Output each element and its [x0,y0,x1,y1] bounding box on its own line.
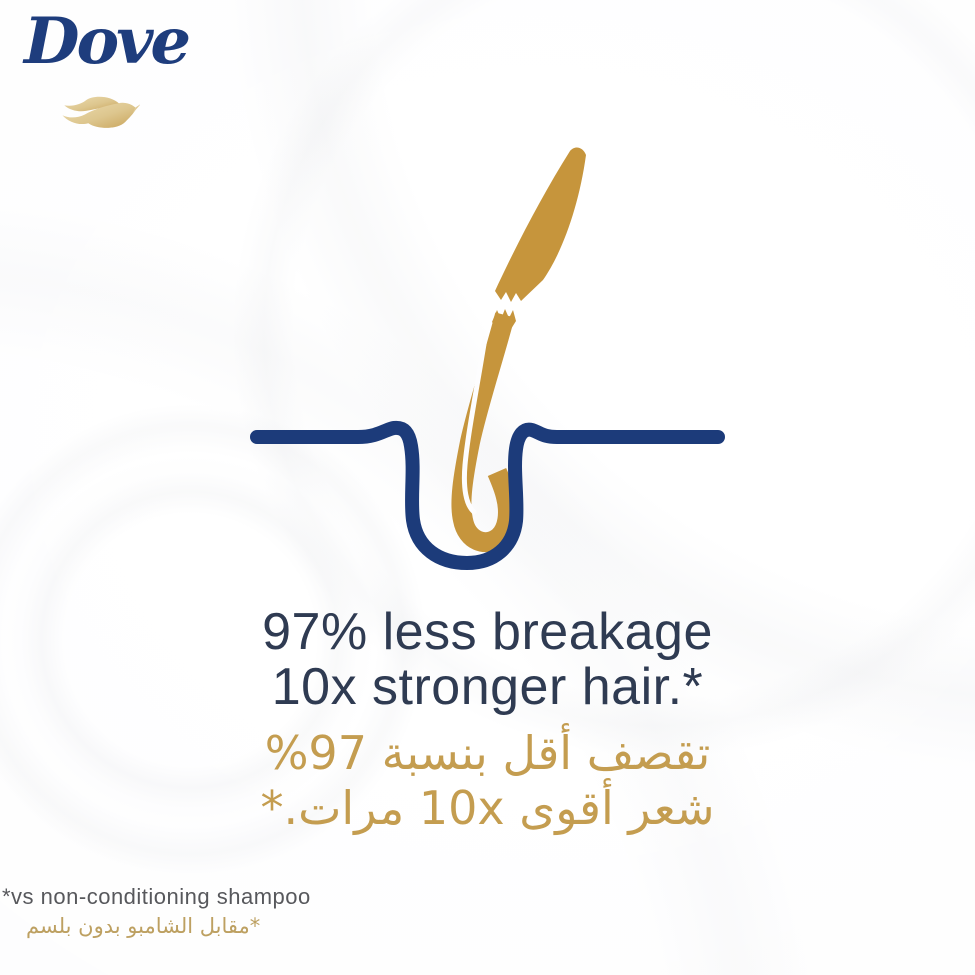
claim-english-line2: 10x stronger hair.* [271,658,704,716]
dove-bird-icon [62,96,140,128]
claim-english: 97% less breakage 10x stronger hair.* [0,605,975,715]
skin-surface-line [250,420,725,570]
claim-arabic-line1: تقصف أقل بنسبة 97% [264,726,711,780]
footnote-arabic: *مقابل الشامبو بدون بلسم [26,914,261,938]
hair-break-jagged-edge [492,309,516,329]
claim-arabic-line2: شعر أقوى 10x مرات.* [260,781,715,835]
dove-logo-wordmark: Dove [24,4,191,79]
broken-hair-upper-strand [495,147,586,302]
dove-bird-body [62,102,137,128]
dove-bird-beak [132,104,140,114]
claim-english-line1: 97% less breakage [262,603,713,661]
claim-arabic: تقصف أقل بنسبة 97% شعر أقوى 10x مرات.* [0,726,975,836]
footnote-english: *vs non-conditioning shampoo [2,884,311,909]
hair-root-strand [451,312,518,552]
dove-bird-wing [64,96,120,112]
hair-root-fold-highlight [461,335,488,515]
